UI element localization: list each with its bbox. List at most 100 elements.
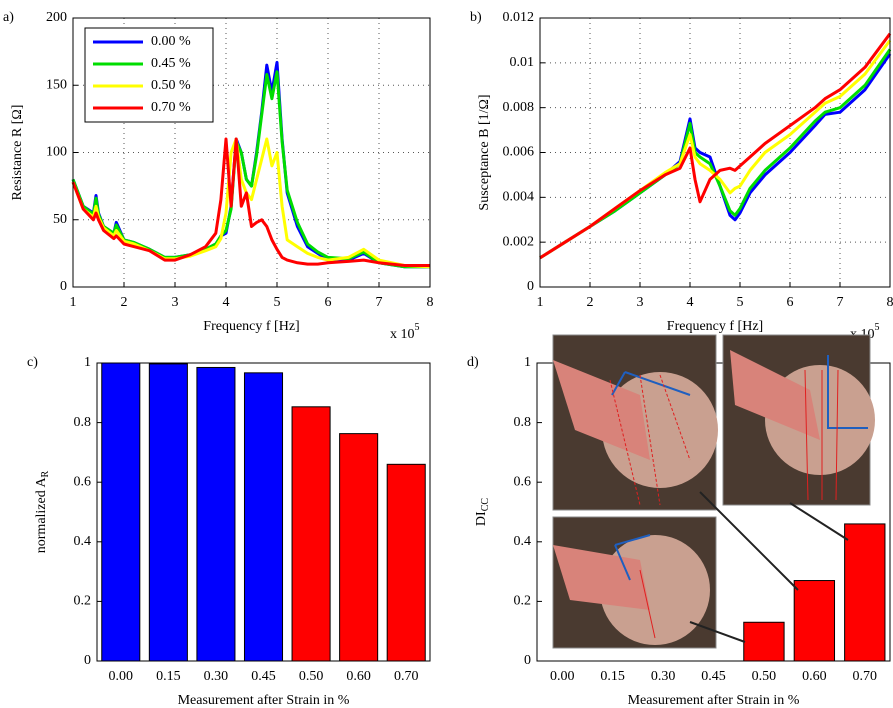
x-tick-label: 0.70 (853, 669, 878, 684)
y-tick-label: 50 (53, 212, 67, 227)
x-tick-label: 8 (427, 295, 434, 310)
y-tick-label: 0.012 (503, 10, 535, 25)
legend-label: 0.70 % (151, 100, 191, 115)
y-tick-label: 0.2 (514, 594, 532, 609)
x-axis-label: Frequency f [Hz] (667, 319, 763, 334)
y-axis-label-text: DI (474, 511, 489, 526)
x-multiplier-exp: 5 (415, 322, 420, 333)
panel-label: c) (27, 355, 38, 370)
photo-specimen (553, 545, 650, 610)
x-tick-label: 0.30 (651, 669, 676, 684)
x-tick-label: 0.50 (752, 669, 777, 684)
photo-arrows (611, 371, 691, 396)
x-tick-label: 0.45 (251, 669, 276, 684)
x-axis-label: Measurement after Strain in % (628, 693, 800, 708)
photo-crack (639, 569, 656, 639)
series-line (71, 137, 430, 267)
x-tick-label: 0.15 (156, 669, 181, 684)
x-tick-label: 8 (887, 295, 893, 310)
y-axis-label-sub: R (40, 470, 51, 477)
x-multiplier-exp: 5 (875, 322, 880, 333)
bar (386, 463, 426, 662)
series-line (539, 48, 892, 260)
y-axis-label-text: normalized A (34, 477, 49, 554)
photo (552, 334, 718, 511)
panel-label: b) (470, 10, 482, 25)
y-tick-label: 0 (524, 653, 531, 668)
y-tick-label: 100 (46, 145, 67, 160)
y-tick-label: 0.6 (514, 474, 532, 489)
x-tick-label: 2 (121, 295, 128, 310)
y-tick-label: 0 (84, 653, 91, 668)
legend-label: 0.50 % (151, 78, 191, 93)
bar (793, 580, 836, 662)
x-multiplier: x 105 (390, 322, 420, 342)
bar (291, 406, 331, 662)
x-tick-label: 0.00 (109, 669, 134, 684)
y-tick-label: 1 (84, 355, 91, 370)
panel-label: a) (3, 10, 14, 25)
y-tick-label: 0.01 (510, 55, 535, 70)
x-tick-label: 1 (537, 295, 544, 310)
x-tick-label: 4 (223, 295, 230, 310)
y-tick-label: 150 (46, 77, 67, 92)
legend-label: 0.00 % (151, 34, 191, 49)
y-tick-label: 0.002 (503, 234, 535, 249)
x-tick-label: 7 (376, 295, 383, 310)
x-tick-label: 0.60 (802, 669, 827, 684)
x-tick-label: 1 (70, 295, 77, 310)
axes-frame (539, 17, 891, 288)
legend-box (84, 27, 214, 123)
photo-specimen (553, 360, 650, 460)
y-tick-label: 0.004 (503, 190, 535, 205)
x-tick-label: 0.70 (394, 669, 419, 684)
y-tick-label: 0.4 (74, 534, 92, 549)
x-tick-label: 0.45 (701, 669, 726, 684)
x-tick-label: 0.15 (600, 669, 625, 684)
photo-arrows (614, 534, 651, 581)
bar (243, 372, 284, 662)
x-axis-label: Frequency f [Hz] (203, 319, 299, 334)
y-axis-label: normalized AR (34, 470, 51, 553)
axes-frame (96, 362, 431, 662)
x-tick-label: 6 (325, 295, 332, 310)
x-tick-label: 5 (274, 295, 281, 310)
x-multiplier-base: x 10 (390, 327, 415, 342)
y-tick-label: 0.8 (74, 415, 92, 430)
bar (844, 523, 886, 662)
x-axis-label: Measurement after Strain in % (178, 693, 350, 708)
y-tick-label: 0.006 (503, 145, 535, 160)
x-tick-label: 3 (637, 295, 644, 310)
y-axis-label: Susceptance B [1/Ω] (477, 94, 492, 210)
y-axis-label-text: Susceptance B [1/Ω] (477, 94, 492, 210)
x-tick-label: 0.30 (204, 669, 229, 684)
photo-specimen (730, 350, 820, 440)
x-tick-label: 6 (787, 295, 794, 310)
y-tick-label: 1 (524, 355, 531, 370)
series-line (539, 32, 892, 260)
bar (148, 363, 188, 662)
legend-label: 0.45 % (151, 56, 191, 71)
connector-lines (689, 491, 849, 643)
y-tick-label: 0.6 (74, 474, 92, 489)
y-axis-label-text: Resistance R [Ω] (10, 105, 25, 201)
x-tick-label: 0.60 (346, 669, 371, 684)
x-tick-label: 0.00 (550, 669, 575, 684)
panel-label: d) (467, 355, 479, 370)
bar (196, 366, 236, 662)
x-tick-label: 4 (687, 295, 694, 310)
x-tick-label: 7 (837, 295, 844, 310)
photos (552, 334, 875, 649)
photo (552, 516, 717, 649)
x-tick-label: 3 (172, 295, 179, 310)
axes-frame (72, 17, 431, 288)
x-tick-label: 2 (587, 295, 594, 310)
photo-arrows (827, 355, 868, 429)
y-tick-label: 200 (46, 10, 67, 25)
y-axis-label: DICC (474, 498, 491, 526)
y-tick-label: 0.4 (514, 534, 532, 549)
photo-cracks (609, 374, 691, 506)
y-tick-label: 0.008 (503, 100, 535, 115)
